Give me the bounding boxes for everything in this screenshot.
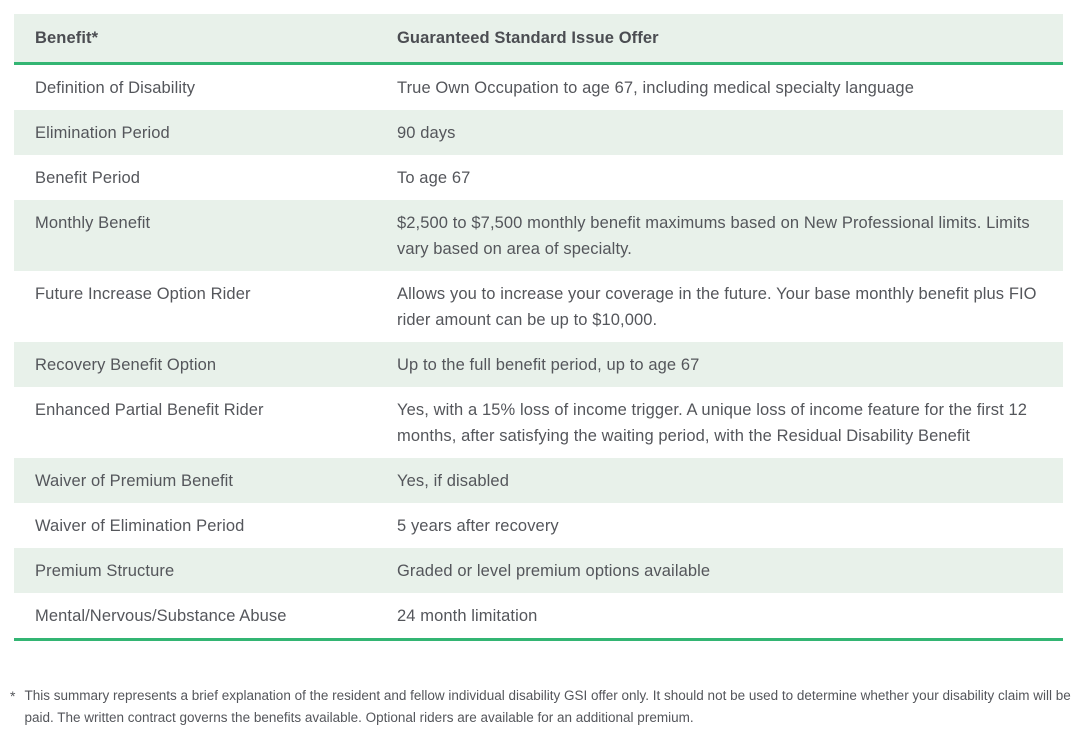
benefit-cell: Recovery Benefit Option [35, 356, 217, 374]
benefit-cell: Enhanced Partial Benefit Rider [35, 401, 264, 419]
benefit-cell: Mental/Nervous/Substance Abuse [14, 593, 376, 641]
offer-cell: Up to the full benefit period, up to age… [397, 356, 700, 374]
table-row: Monthly Benefit $2,500 to $7,500 monthly… [14, 200, 1063, 271]
table-row: Waiver of Elimination Period 5 years aft… [14, 503, 1063, 548]
offer-cell: Graded or level premium options availabl… [397, 562, 711, 580]
benefit-cell: Future Increase Option Rider [35, 285, 251, 303]
footnote: * This summary represents a brief explan… [10, 685, 1085, 729]
offer-cell: $2,500 to $7,500 monthly benefit maximum… [397, 214, 1030, 258]
benefit-cell: Waiver of Premium Benefit [35, 472, 234, 490]
offer-cell: 5 years after recovery [397, 517, 559, 535]
benefit-cell: Waiver of Elimination Period [35, 517, 245, 535]
table-row: Enhanced Partial Benefit Rider Yes, with… [14, 387, 1063, 458]
table-row: Mental/Nervous/Substance Abuse 24 month … [14, 593, 1063, 641]
offer-cell: True Own Occupation to age 67, including… [397, 79, 914, 97]
benefit-cell: Benefit Period [35, 169, 141, 187]
footnote-text: This summary represents a brief explanat… [24, 688, 1071, 725]
table-row: Elimination Period 90 days [14, 110, 1063, 155]
offer-cell: Allows you to increase your coverage in … [397, 285, 1037, 329]
table-row: Recovery Benefit Option Up to the full b… [14, 342, 1063, 387]
benefit-cell: Premium Structure [35, 562, 175, 580]
offer-cell: Yes, if disabled [397, 472, 509, 490]
benefit-cell: Monthly Benefit [35, 214, 151, 232]
benefit-cell: Elimination Period [35, 124, 170, 142]
offer-cell: 24 month limitation [376, 593, 1063, 641]
table-row: Definition of Disability True Own Occupa… [14, 64, 1063, 111]
offer-cell: To age 67 [397, 169, 471, 187]
table-row: Future Increase Option Rider Allows you … [14, 271, 1063, 342]
table-row: Waiver of Premium Benefit Yes, if disabl… [14, 458, 1063, 503]
header-row: Benefit* Guaranteed Standard Issue Offer [14, 14, 1063, 65]
column-header-benefit: Benefit* [14, 14, 376, 65]
benefit-cell: Definition of Disability [35, 79, 196, 97]
table-row: Benefit Period To age 67 [14, 155, 1063, 200]
table-row: Premium Structure Graded or level premiu… [14, 548, 1063, 593]
benefits-table: Benefit* Guaranteed Standard Issue Offer… [14, 14, 1063, 641]
column-header-offer: Guaranteed Standard Issue Offer [376, 14, 1063, 65]
footnote-marker: * [10, 688, 16, 704]
offer-cell: Yes, with a 15% loss of income trigger. … [397, 401, 1028, 445]
offer-cell: 90 days [397, 124, 456, 142]
